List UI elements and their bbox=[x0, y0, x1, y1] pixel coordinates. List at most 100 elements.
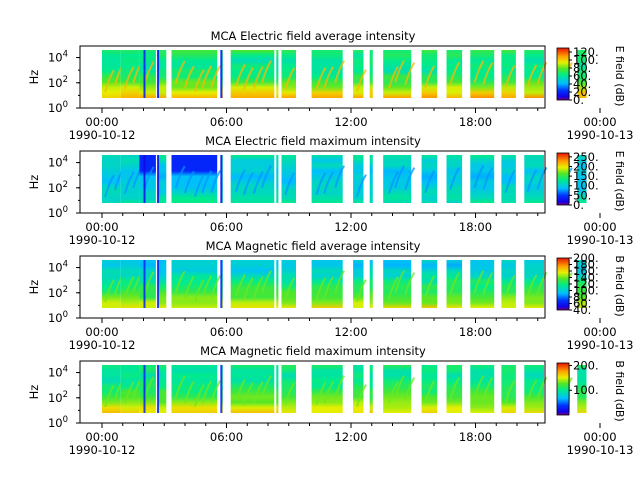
axes-frame bbox=[79, 255, 546, 319]
spectrogram-block bbox=[470, 155, 495, 203]
colorbar-tick-label: 0. bbox=[573, 198, 584, 212]
spectrogram-block bbox=[230, 260, 275, 308]
colorbar-tick-label: 0. bbox=[573, 93, 584, 107]
emission-streak bbox=[404, 272, 416, 295]
x-tick-label: 12:00 bbox=[334, 115, 367, 129]
emission-streak bbox=[261, 165, 272, 188]
spectrogram-block bbox=[276, 50, 279, 98]
x-tick-label: 00:00 bbox=[85, 115, 118, 129]
dropout-line bbox=[157, 50, 159, 98]
spectrogram-block bbox=[276, 260, 279, 308]
x-tick-date: 1990-10-13 bbox=[567, 233, 634, 247]
x-tick-label: 18:00 bbox=[459, 220, 492, 234]
emission-streak bbox=[261, 60, 272, 83]
emission-streak bbox=[210, 169, 222, 193]
emission-streak bbox=[394, 165, 406, 188]
emission-streak bbox=[104, 174, 115, 198]
dropout-line bbox=[157, 365, 159, 413]
emission-streak bbox=[482, 167, 494, 190]
colorbar-tick-label: 250. bbox=[573, 150, 599, 164]
colorbar-tick-label: 120. bbox=[573, 45, 599, 59]
colorbar-tick-label: 180. bbox=[573, 258, 599, 272]
emission-streak bbox=[243, 277, 254, 300]
colorbar bbox=[556, 47, 570, 101]
emission-streak bbox=[473, 270, 485, 293]
emission-streak bbox=[210, 379, 222, 403]
colorbar-tick-label: 120. bbox=[573, 277, 599, 291]
emission-streak bbox=[504, 274, 516, 298]
x-tick-label: 06:00 bbox=[210, 430, 243, 444]
emission-streak bbox=[252, 276, 264, 299]
y-tick-label: 104 bbox=[48, 260, 68, 275]
y-axis-label: Hz bbox=[27, 385, 41, 400]
emission-streak bbox=[536, 376, 548, 400]
colorbar-label: B field (dB) bbox=[613, 255, 626, 316]
x-tick-label: 06:00 bbox=[210, 220, 243, 234]
emission-streak bbox=[404, 377, 416, 400]
emission-streak bbox=[104, 69, 115, 93]
emission-streak bbox=[334, 165, 346, 188]
x-tick-label: 06:00 bbox=[210, 115, 243, 129]
colorbar-label: E field (dB) bbox=[613, 151, 626, 212]
colorbar-label: B field (dB) bbox=[613, 360, 626, 421]
spectrogram-block bbox=[470, 50, 495, 98]
spectrogram-block bbox=[501, 155, 516, 203]
dropout-line bbox=[143, 155, 146, 203]
emission-streak bbox=[394, 60, 406, 83]
panel-title: MCA Electric field average intensity bbox=[211, 29, 416, 43]
emission-streak bbox=[235, 274, 246, 297]
spectrogram-block bbox=[501, 260, 516, 308]
y-tick-label: 102 bbox=[48, 390, 68, 405]
x-tick-label: 18:00 bbox=[459, 430, 492, 444]
colorbar-tick-label: 40. bbox=[573, 303, 591, 317]
emission-streak bbox=[504, 64, 516, 88]
emission-streak bbox=[388, 381, 399, 404]
spectrogram-block bbox=[281, 50, 296, 98]
spectrogram-block bbox=[281, 260, 296, 308]
colorbar-tick-label: 80. bbox=[573, 61, 591, 75]
emission-streak bbox=[174, 270, 186, 294]
emission-streak bbox=[123, 381, 135, 404]
emission-streak bbox=[388, 276, 399, 299]
emission-streak bbox=[424, 380, 436, 404]
emission-streak bbox=[504, 379, 516, 403]
emission-streak bbox=[261, 270, 272, 293]
colorbar-tick-label: 60. bbox=[573, 69, 591, 83]
emission-streak bbox=[334, 270, 346, 293]
spectrogram-block bbox=[524, 50, 544, 98]
x-tick-label: 12:00 bbox=[334, 325, 367, 339]
emission-streak bbox=[201, 380, 213, 404]
spectrogram-block bbox=[276, 155, 279, 203]
emission-streak bbox=[210, 64, 222, 88]
emission-streak bbox=[183, 65, 195, 89]
x-tick-date: 1990-10-12 bbox=[69, 338, 136, 352]
panel-2: MCA Electric field maximum intensity1001… bbox=[27, 134, 633, 247]
emission-streak bbox=[388, 66, 399, 89]
emission-streak bbox=[104, 279, 115, 303]
x-tick-date: 1990-10-12 bbox=[69, 128, 136, 142]
emission-streak bbox=[183, 170, 195, 194]
dropout-line bbox=[143, 365, 146, 413]
emission-streak bbox=[449, 271, 461, 295]
colorbar-tick-label: 160. bbox=[573, 264, 599, 278]
dropout-line bbox=[143, 260, 146, 308]
spectrogram-block bbox=[470, 260, 495, 308]
emission-streak bbox=[284, 277, 296, 301]
panel-4: MCA Magnetic field maximum intensity1001… bbox=[27, 344, 633, 457]
panel-title: MCA Electric field maximum intensity bbox=[205, 134, 421, 148]
x-tick-date: 1990-10-13 bbox=[567, 443, 634, 457]
emission-streak bbox=[284, 67, 296, 91]
spectrogram-block bbox=[501, 365, 516, 413]
emission-streak bbox=[482, 377, 494, 400]
y-tick-label: 102 bbox=[48, 285, 68, 300]
colorbar-tick-label: 100. bbox=[573, 53, 599, 67]
colorbar-tick-label: 200. bbox=[573, 358, 599, 372]
x-tick-label: 00:00 bbox=[583, 430, 616, 444]
emission-streak bbox=[243, 67, 254, 90]
x-tick-label: 00:00 bbox=[583, 220, 616, 234]
emission-streak bbox=[123, 276, 135, 299]
emission-streak bbox=[356, 384, 367, 407]
emission-streak bbox=[323, 381, 335, 404]
spectrogram-block bbox=[353, 50, 364, 98]
spectrogram-block bbox=[524, 365, 544, 413]
